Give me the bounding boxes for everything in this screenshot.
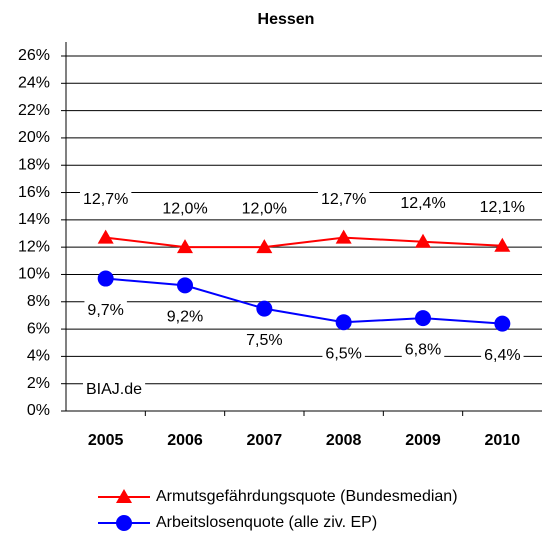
label-bg: [397, 193, 449, 213]
data-label: 12,0%: [242, 200, 287, 217]
marker: [415, 233, 431, 248]
y-tick-label: 24%: [18, 75, 50, 92]
x-tick-label: 2006: [167, 432, 203, 449]
data-label: 7,5%: [246, 332, 282, 349]
label-bg: [79, 189, 132, 209]
marker: [177, 239, 193, 254]
label-bg: [159, 199, 211, 219]
data-label: 6,5%: [325, 345, 361, 362]
y-tick-label: 12%: [18, 238, 50, 255]
label-bg: [238, 199, 291, 219]
series-line: [105, 277, 503, 325]
legend-label: Arbeitslosenquote (alle ziv. EP): [156, 514, 377, 531]
annotation: BIAJ.de: [86, 381, 142, 398]
y-tick-label: 8%: [27, 293, 50, 310]
label-bg: [322, 344, 365, 364]
marker: [335, 314, 352, 331]
marker: [415, 310, 431, 327]
data-label: 6,8%: [405, 341, 441, 358]
y-tick-label: 16%: [18, 184, 50, 201]
y-tick-label: 4%: [27, 348, 50, 365]
y-tick-label: 10%: [18, 266, 50, 283]
data-label: 6,4%: [484, 347, 520, 364]
label-bg: [476, 198, 529, 218]
label-bg: [401, 340, 445, 360]
marker: [256, 300, 273, 317]
y-tick-label: 18%: [18, 156, 50, 173]
series-line: [105, 236, 503, 249]
legend-label: Armutsgefährdungsquote (Bundesmedian): [156, 488, 458, 505]
x-tick-label: 2005: [88, 432, 124, 449]
data-label: 9,2%: [167, 309, 203, 326]
chart-title: Hessen: [258, 11, 315, 28]
label-bg: [163, 307, 207, 327]
data-label: 12,7%: [321, 191, 366, 208]
marker: [116, 515, 132, 531]
y-tick-label: 22%: [18, 102, 50, 119]
marker: [494, 237, 511, 252]
y-tick-label: 0%: [27, 402, 50, 419]
x-tick-label: 2009: [405, 432, 441, 449]
marker: [97, 229, 114, 244]
x-tick-label: 2010: [485, 432, 521, 449]
marker: [97, 270, 114, 287]
data-label: 12,0%: [162, 200, 207, 217]
y-tick-label: 2%: [27, 375, 50, 392]
marker: [116, 489, 132, 503]
marker: [335, 229, 352, 244]
marker: [256, 239, 273, 254]
y-tick-label: 26%: [18, 47, 50, 64]
label-bg: [83, 380, 146, 400]
data-label: 12,7%: [83, 191, 128, 208]
data-label: 9,7%: [87, 302, 123, 319]
label-bg: [84, 300, 127, 320]
x-tick-label: 2008: [326, 432, 362, 449]
label-bg: [317, 189, 370, 209]
y-tick-label: 20%: [18, 129, 50, 146]
y-tick-label: 6%: [27, 320, 50, 337]
data-label: 12,4%: [400, 195, 445, 212]
label-bg: [243, 330, 286, 350]
x-tick-label: 2007: [247, 432, 283, 449]
marker: [177, 277, 193, 294]
y-tick-label: 14%: [18, 211, 50, 228]
marker: [494, 315, 511, 332]
data-label: 12,1%: [480, 199, 525, 216]
label-bg: [481, 345, 524, 365]
